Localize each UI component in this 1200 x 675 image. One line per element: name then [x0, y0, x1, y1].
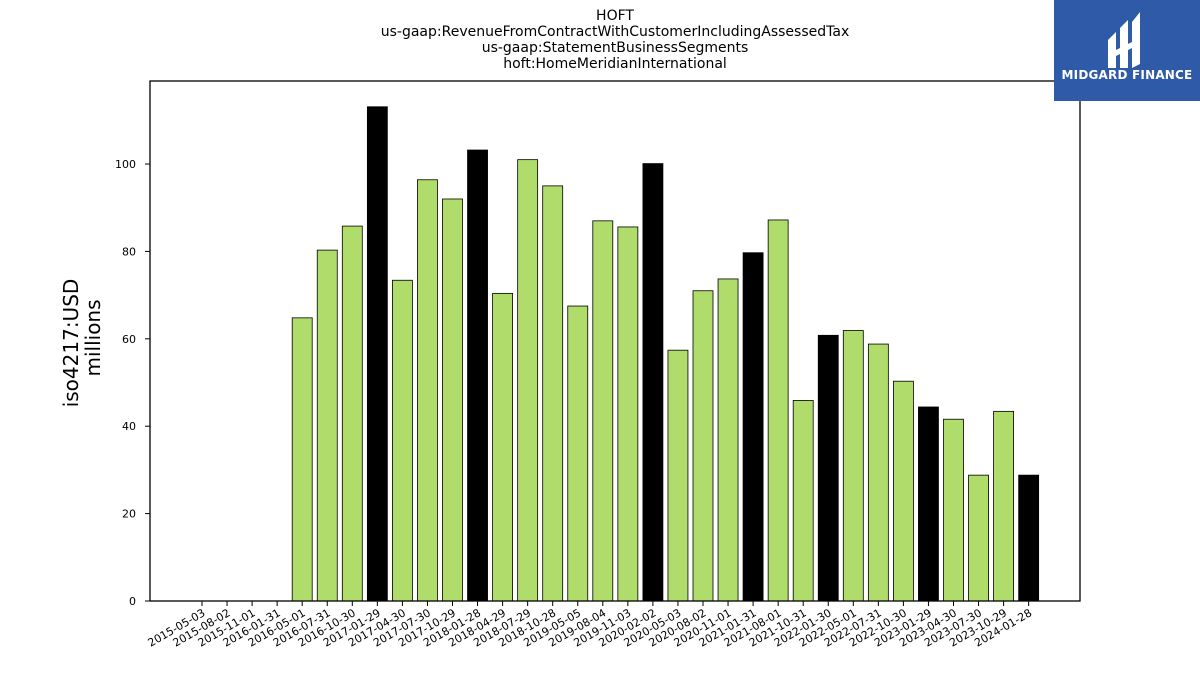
title-line-2: us-gaap:RevenueFromContractWithCustomerI…: [381, 24, 850, 40]
bar-2022-07-31: [867, 343, 889, 602]
bar-2018-01-28: [467, 149, 488, 602]
y-tick-label: 100: [115, 158, 136, 171]
bar-2022-10-30: [893, 380, 914, 602]
bar-2019-08-04: [592, 220, 614, 602]
bar-2024-01-28: [1018, 474, 1040, 602]
bar-2017-01-29: [366, 106, 388, 602]
bar-2016-10-30: [341, 225, 363, 602]
bar-2018-10-28: [542, 185, 564, 602]
y-tick-label: 40: [122, 420, 136, 433]
bar-2023-07-30: [968, 474, 989, 602]
midgard-finance-logo: MIDGARD FINANCE: [1054, 0, 1200, 101]
x-ticks: 2015-05-032015-08-022015-11-012016-01-31…: [146, 601, 1034, 650]
bar-2020-11-01: [717, 278, 739, 602]
y-axis-label-line-1: iso4217:USD: [59, 279, 83, 408]
y-tick-label: 80: [122, 245, 136, 258]
title-line-4: hoft:HomeMeridianInternational: [503, 56, 727, 72]
bar-2016-07-31: [316, 249, 338, 602]
logo-mark-icon: [1108, 12, 1140, 68]
plot-frame: [149, 80, 1081, 602]
bars-group: [291, 106, 1040, 602]
bar-2018-04-29: [492, 292, 514, 602]
title-line-1: HOFT: [596, 8, 634, 24]
bar-2022-05-01: [842, 330, 864, 602]
bar-2020-08-02: [692, 290, 714, 602]
bar-2021-10-31: [792, 400, 814, 602]
bar-2017-04-30: [391, 279, 413, 602]
bar-2020-05-03: [667, 349, 689, 602]
y-tick-label: 0: [129, 595, 136, 608]
bar-2021-08-01: [767, 219, 789, 602]
y-ticks: 0 20 40 60 80 100: [115, 158, 150, 608]
logo-text: MIDGARD FINANCE: [1061, 68, 1193, 82]
bar-2019-11-03: [617, 226, 639, 602]
bar-2019-05-05: [567, 305, 589, 602]
bar-2022-01-30: [817, 334, 839, 602]
bar-2017-10-29: [442, 198, 463, 602]
y-tick-label: 20: [122, 508, 136, 521]
chart-title: HOFT us-gaap:RevenueFromContractWithCust…: [381, 8, 850, 72]
bar-2023-04-30: [943, 418, 964, 602]
y-axis-label: iso4217:USD millions: [59, 279, 105, 408]
y-tick-label: 60: [122, 333, 136, 346]
bar-2018-07-29: [517, 159, 539, 602]
bar-2023-10-29: [993, 410, 1014, 602]
title-line-3: us-gaap:StatementBusinessSegments: [482, 40, 749, 56]
bar-2023-01-29: [918, 406, 939, 602]
bar-2016-05-01: [291, 317, 313, 602]
bar-2021-01-31: [742, 252, 764, 602]
y-axis-label-line-2: millions: [81, 299, 105, 376]
bar-2020-02-02: [642, 163, 664, 602]
bar-2017-07-30: [417, 179, 438, 602]
